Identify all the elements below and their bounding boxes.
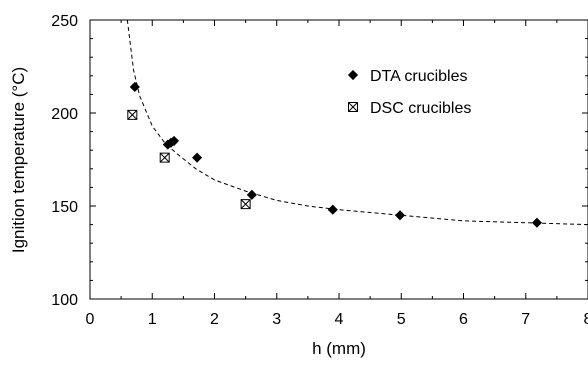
x-tick-label: 3 bbox=[272, 311, 281, 328]
fit-curve-layer bbox=[126, 19, 588, 226]
ticks-layer: 0 1 2 3 4 5 6 7 8 100 150 200 250 bbox=[51, 13, 588, 328]
dta-point bbox=[394, 210, 406, 221]
dta-point bbox=[129, 81, 140, 93]
legend-dta-marker bbox=[347, 69, 359, 81]
dta-point bbox=[246, 189, 257, 200]
legend: DTA crucibles DSC crucibles bbox=[347, 68, 471, 117]
x-tick-label: 4 bbox=[335, 311, 344, 328]
x-tick-label: 5 bbox=[397, 311, 406, 328]
x-tick-label: 0 bbox=[86, 311, 95, 328]
x-axis-label: h (mm) bbox=[312, 339, 366, 358]
fit-curve bbox=[126, 19, 588, 226]
dta-point bbox=[327, 204, 338, 215]
points-layer bbox=[127, 81, 543, 228]
y-tick-label: 250 bbox=[51, 13, 78, 30]
legend-label: DSC crucibles bbox=[370, 100, 471, 117]
legend-label: DTA crucibles bbox=[370, 68, 468, 85]
x-tick-label: 8 bbox=[584, 311, 588, 328]
x-tick-label: 2 bbox=[210, 311, 219, 328]
y-tick-label: 100 bbox=[51, 292, 78, 309]
y-axis-label: Ignition temperature (°C) bbox=[9, 67, 28, 253]
y-tick-label: 150 bbox=[51, 199, 78, 216]
x-tick-label: 6 bbox=[459, 311, 468, 328]
y-tick-label: 200 bbox=[51, 106, 78, 123]
dta-point bbox=[168, 135, 180, 146]
legend-dsc-marker bbox=[348, 102, 358, 112]
dsc-point bbox=[159, 152, 170, 163]
dta-point bbox=[192, 152, 203, 163]
x-tick-label: 1 bbox=[148, 311, 157, 328]
x-tick-label: 7 bbox=[521, 311, 530, 328]
dta-point bbox=[531, 217, 543, 228]
dsc-point bbox=[127, 109, 138, 120]
dsc-point bbox=[240, 199, 251, 210]
